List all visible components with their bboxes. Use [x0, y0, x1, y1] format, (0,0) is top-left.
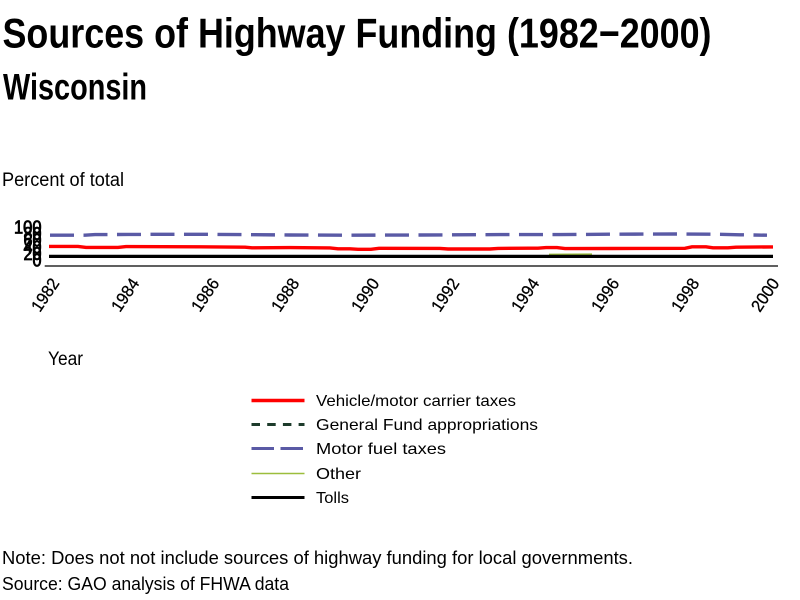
svg-text:Note: Does not not include sou: Note: Does not not include sources of hi…	[2, 547, 633, 568]
svg-text:General Fund appropriations: General Fund appropriations	[316, 417, 538, 434]
svg-text:100: 100	[14, 217, 42, 237]
svg-text:Tolls: Tolls	[316, 490, 349, 507]
svg-text:Vehicle/motor carrier taxes: Vehicle/motor carrier taxes	[316, 393, 516, 410]
svg-text:20: 20	[24, 244, 42, 264]
svg-text:0: 0	[33, 251, 42, 271]
svg-text:60: 60	[24, 231, 42, 251]
svg-text:Source: GAO analysis of FHWA d: Source: GAO analysis of FHWA data	[2, 573, 290, 594]
svg-text:Sources of Highway Funding (19: Sources of Highway Funding (1982−2000)	[3, 10, 712, 57]
svg-text:40: 40	[24, 237, 42, 257]
svg-text:Other: Other	[316, 466, 362, 483]
svg-text:Motor fuel taxes: Motor fuel taxes	[316, 441, 446, 458]
svg-text:80: 80	[24, 224, 42, 244]
svg-text:Year: Year	[48, 349, 84, 370]
svg-text:Percent of total: Percent of total	[2, 170, 124, 191]
svg-text:Wisconsin: Wisconsin	[3, 67, 147, 108]
